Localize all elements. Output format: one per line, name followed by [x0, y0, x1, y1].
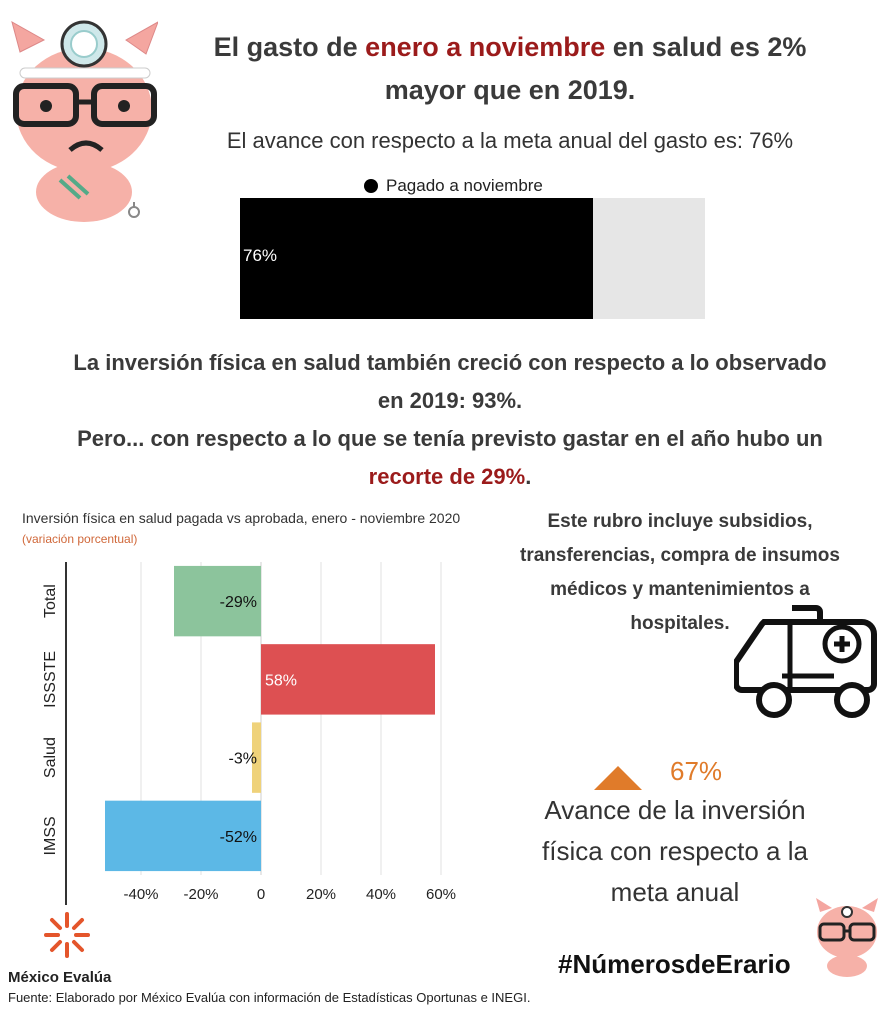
- data-label: -3%: [229, 751, 257, 768]
- bar-chart: -40% -20% 0 20% 40% 60% Total -29% ISSSTE 58% Salu…: [42, 562, 456, 905]
- bar: [105, 800, 261, 872]
- investment-line-2-pre: Pero... con respecto a lo que se tenía p…: [77, 426, 823, 451]
- indicator-label: Avance de la inversión física con respec…: [542, 795, 808, 907]
- chart-subtitle: (variación porcentual): [22, 532, 138, 546]
- data-label: 58%: [265, 672, 297, 689]
- progress-legend: Pagado a noviembre: [364, 176, 543, 196]
- hashtag: #NúmerosdeErario: [558, 949, 791, 979]
- investment-line-2: Pero... con respecto a lo que se tenía p…: [60, 420, 840, 496]
- brand-name: México Evalúa: [8, 969, 112, 986]
- progress-bar-fill: [240, 198, 594, 319]
- x-tick-label: 20%: [306, 886, 336, 903]
- mexico-evalua-logo-icon: [44, 912, 90, 958]
- bar: [252, 722, 261, 793]
- x-tick-label: 0: [257, 886, 265, 903]
- category-label: Total: [42, 584, 59, 618]
- investment-paragraph: La inversión física en salud también cre…: [60, 344, 840, 496]
- small-pig-mascot: [816, 898, 878, 977]
- source-note: Fuente: Elaborado por México Evalúa con …: [8, 990, 531, 1005]
- investment-line-2-post: .: [525, 464, 532, 489]
- ambulance-icon: [734, 605, 877, 718]
- data-label: -29%: [220, 594, 257, 611]
- category-label: ISSSTE: [42, 651, 59, 708]
- indicator-value: 67%: [670, 756, 723, 786]
- pig-doctor-mascot: [11, 20, 158, 222]
- data-label: -52%: [220, 829, 257, 846]
- investment-line-1: La inversión física en salud también cre…: [73, 350, 827, 413]
- headline-text-post: en salud es 2% mayor que en 2019.: [384, 32, 807, 105]
- headline: El gasto de enero a noviembre en salud e…: [170, 26, 850, 112]
- headline-accent: enero a noviembre: [365, 32, 606, 62]
- progress-value-label: 76%: [243, 246, 278, 265]
- progress-bar: 76%: [240, 198, 705, 319]
- x-tick-label: -40%: [123, 886, 158, 903]
- headline-text-pre: El gasto de: [213, 32, 366, 62]
- bar: [174, 565, 261, 637]
- rubro-description: Este rubro incluye subsidios, transferen…: [520, 511, 840, 634]
- increase-triangle-icon: [594, 766, 642, 790]
- cut-accent: recorte de 29%: [368, 464, 526, 489]
- x-tick-label: 40%: [366, 886, 396, 903]
- category-label: IMSS: [42, 816, 59, 855]
- legend-dot-icon: [364, 179, 378, 193]
- progress-legend-label: Pagado a noviembre: [386, 176, 543, 195]
- x-tick-label: -20%: [183, 886, 218, 903]
- x-tick-label: 60%: [426, 886, 456, 903]
- category-label: Salud: [42, 737, 59, 778]
- annual-goal-subline: El avance con respecto a la meta anual d…: [226, 128, 794, 153]
- chart-title: Inversión física en salud pagada vs apro…: [22, 510, 461, 526]
- bar: [261, 644, 435, 715]
